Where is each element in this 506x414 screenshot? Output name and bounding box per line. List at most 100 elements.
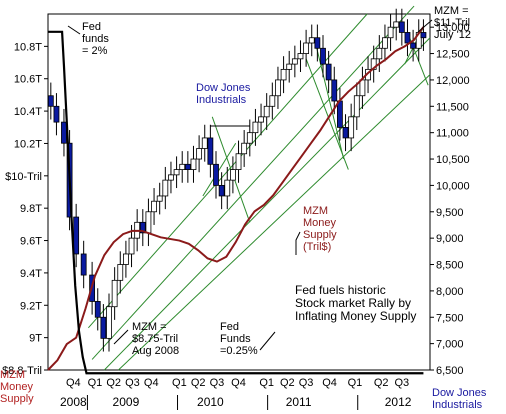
dow-candle-body [336,100,343,128]
annotation-mzm-money-supply: Supply [303,229,337,241]
left-axis-caption: Supply [0,393,34,405]
dow-candle-body [342,126,349,139]
dow-candle-body [100,316,107,339]
x-quarter-label: Q3 [210,377,225,389]
dow-candle-body [117,264,124,281]
dow-candle-body [404,32,411,44]
chart-title: Fed fuels historic [295,283,386,297]
annotation-mzm-money-supply: (Tril$) [303,241,331,253]
x-quarter-label: Q2 [191,377,206,389]
x-quarter-label: Q3 [394,377,409,389]
annotation-fed-funds-2pct: Fed [82,21,101,33]
dow-candle-body [398,21,405,33]
dow-candle-body [168,174,174,181]
x-year-label: 2010 [197,395,224,409]
trend-channel-line [202,142,237,197]
right-tick-label: 7,500 [436,312,464,324]
x-year-label: 2009 [113,395,140,409]
annotation-mzm-money-supply: Money [303,217,337,229]
left-tick-label: 9.4T [20,268,42,280]
dow-candle-body [111,279,118,308]
x-quarter-label: Q1 [172,377,187,389]
dow-candle-body [320,47,326,65]
x-year-label: 2008 [60,395,87,409]
annotation-fed-funds-2pct: = 2% [82,45,108,57]
right-tick-label: 9,500 [436,207,464,219]
right-axis-caption: Dow Jones [432,387,487,399]
left-axis-caption: MZM [0,369,25,381]
trend-channel-line [91,5,415,360]
left-tick-label: 10.6T [14,74,42,86]
dow-candle-body [353,95,360,118]
annotation-mzm-8-75: $8.75-Tril [132,333,178,345]
dow-candle-body [229,169,236,181]
left-tick-label: 10.8T [14,41,42,53]
left-axis-caption: Money [0,381,34,393]
annotation-pointer [417,19,433,33]
annotation-mzm-11-tril: July '12 [434,29,471,41]
left-tick-label: 10.2T [14,138,42,150]
right-tick-label: 10,000 [436,180,470,192]
annotation-pointer [295,231,301,255]
annotation-dow-label: Dow Jones [196,82,251,94]
dow-candle-body [128,237,135,255]
dow-candle-body [179,163,186,170]
dow-candle-body [420,32,427,39]
x-quarter-label: Q3 [125,377,140,389]
trend-channel-line [305,58,349,170]
annotation-mzm-8-75: MZM = [132,321,167,333]
right-tick-label: 8,500 [436,260,464,272]
dow-candle-body [139,221,146,234]
x-quarter-label: Q1 [348,377,363,389]
annotation-dow-label: Industrials [196,94,247,106]
dow-candle-body [308,37,315,44]
plot-frame [47,13,431,371]
dow-candle-body [224,179,231,197]
dow-candle-body [213,163,219,186]
annotation-pointer [259,331,276,351]
dow-candle-body [387,26,394,39]
dow-candle-body [348,116,355,139]
dow-candle-body [145,211,152,234]
dow-candle-body [151,200,157,213]
fed-funds-line [48,30,424,375]
left-tick-label: 9.2T [20,300,42,312]
trend-channel-line [118,74,431,371]
right-tick-label: 9,000 [436,233,464,245]
dow-candle-body [156,195,163,202]
dow-candle-body [258,116,264,123]
x-quarter-label: Q4 [66,377,81,389]
dow-candle-body [80,253,87,276]
right-tick-label: 12,500 [436,49,470,61]
dow-candle-body [269,95,276,107]
left-tick-label: 9T [29,333,42,345]
dow-candle-body [190,158,197,170]
dow-candle-body [303,42,310,54]
x-quarter-label: Q1 [88,377,103,389]
right-tick-label: 8,000 [436,286,464,298]
annotation-fed-funds-025: Fed [220,321,239,333]
dow-candle-body [207,137,214,165]
right-tick-label: 13,000 [436,22,470,34]
dow-candle-body [382,37,388,49]
x-year-label: 2011 [286,395,312,409]
x-quarter-label: Q2 [374,377,389,389]
x-quarter-label: Q2 [280,377,295,389]
annotation-mzm-8-75: Aug 2008 [132,345,179,357]
trend-channel-line [103,37,431,371]
x-quarter-label: Q4 [144,377,159,389]
annotation-mzm-money-supply: MZM [303,205,328,217]
dow-candle-body [173,169,180,176]
dow-candle-body [297,53,304,60]
dow-candle-body [291,58,298,65]
annotation-pointer [67,25,81,35]
dow-candle-body [252,121,259,134]
dow-candle-body [325,63,332,81]
right-tick-label: 11,500 [436,101,469,113]
x-year-label: 2012 [385,395,412,409]
dow-candle-body [246,132,253,144]
dow-candle-body [94,301,101,318]
dow-candle-body [201,137,208,149]
x-quarter-label: Q4 [322,377,337,389]
